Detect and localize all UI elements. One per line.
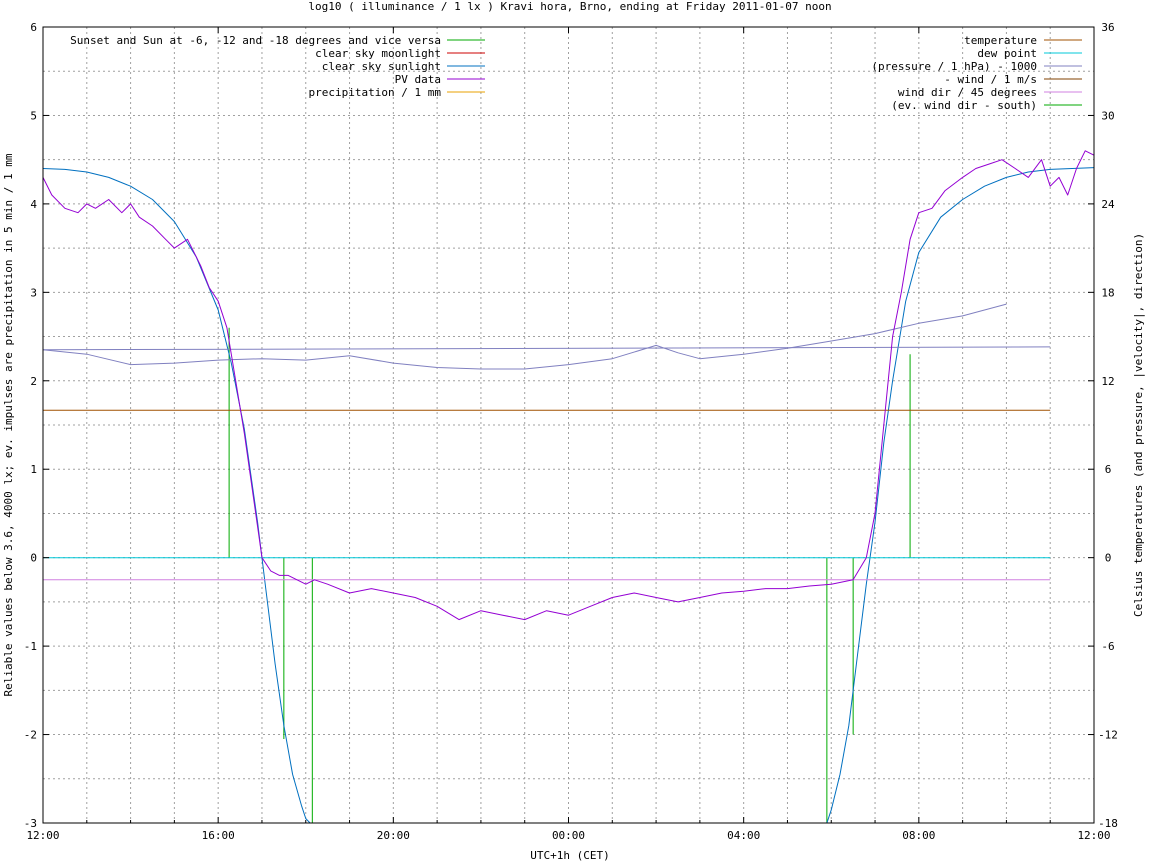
x-axis-label: UTC+1h (CET) bbox=[530, 849, 609, 862]
series-pressure-1-hpa-1000 bbox=[42, 303, 1007, 370]
y-tick-label: 2 bbox=[30, 375, 37, 388]
legend-right-label: wind dir / 45 degrees bbox=[898, 86, 1037, 99]
y2-tick-label: 18 bbox=[1101, 286, 1114, 299]
chart-title: log10 ( illuminance / 1 lx ) Kravi hora,… bbox=[308, 0, 831, 13]
x-tick-label: 08:00 bbox=[902, 829, 935, 842]
y-tick-label: -2 bbox=[24, 729, 37, 742]
y2-tick-label: -6 bbox=[1101, 640, 1114, 653]
legend-left-label: clear sky sunlight bbox=[322, 60, 441, 73]
x-tick-label: 12:00 bbox=[1077, 829, 1110, 842]
legends: Sunset and Sun at -6, -12 and -18 degree… bbox=[70, 34, 1082, 112]
y-tick-label: 4 bbox=[30, 198, 37, 211]
x-tick-label: 20:00 bbox=[377, 829, 410, 842]
y-tick-label: 3 bbox=[30, 286, 37, 299]
x-tick-label: 00:00 bbox=[552, 829, 585, 842]
grid bbox=[43, 27, 1094, 823]
legend-right-label: temperature bbox=[964, 34, 1037, 47]
series-layer bbox=[42, 150, 1095, 824]
series-pv-data bbox=[42, 150, 1095, 621]
y2-tick-label: 30 bbox=[1101, 109, 1114, 122]
legend-left-label: precipitation / 1 mm bbox=[309, 86, 442, 99]
y2-axis-label: Celsius temperatures (and pressure, |vel… bbox=[1132, 233, 1145, 617]
legend-right-label: (pressure / 1 hPa) - 1000 bbox=[871, 60, 1037, 73]
y-tick-label: 5 bbox=[30, 109, 37, 122]
y-tick-label: 6 bbox=[30, 21, 37, 34]
legend-right-label: (ev. wind dir - south) bbox=[891, 99, 1037, 112]
y2-tick-label: -18 bbox=[1098, 817, 1118, 830]
x-tick-label: 16:00 bbox=[202, 829, 235, 842]
legend-left-label: Sunset and Sun at -6, -12 and -18 degree… bbox=[70, 34, 441, 47]
legend-right-label: - wind / 1 m/s bbox=[944, 73, 1037, 86]
legend-left-label: clear sky moonlight bbox=[315, 47, 441, 60]
y2-tick-label: 24 bbox=[1101, 198, 1115, 211]
y-tick-label: -3 bbox=[24, 817, 37, 830]
y2-tick-label: 12 bbox=[1101, 375, 1114, 388]
legend-right-label: dew point bbox=[977, 47, 1037, 60]
y-tick-label: 1 bbox=[30, 463, 37, 476]
y2-tick-label: -12 bbox=[1098, 729, 1118, 742]
y-tick-label: 0 bbox=[30, 552, 37, 565]
x-tick-label: 04:00 bbox=[727, 829, 760, 842]
axes: 12:00 16:00 20:00 00:00 04:00 08:00 12:00-3-2-… bbox=[24, 21, 1118, 842]
legend-left-label: PV data bbox=[395, 73, 441, 86]
y2-tick-label: 36 bbox=[1101, 21, 1114, 34]
series-pressure-1-hpa-1000 bbox=[42, 346, 1051, 351]
y-axis-label: Reliable values below 3.6, 4000 lx; ev. … bbox=[2, 153, 15, 696]
y-tick-label: -1 bbox=[24, 640, 37, 653]
y2-tick-label: 0 bbox=[1105, 552, 1112, 565]
x-tick-label: 12:00 bbox=[26, 829, 59, 842]
y2-tick-label: 6 bbox=[1105, 463, 1112, 476]
